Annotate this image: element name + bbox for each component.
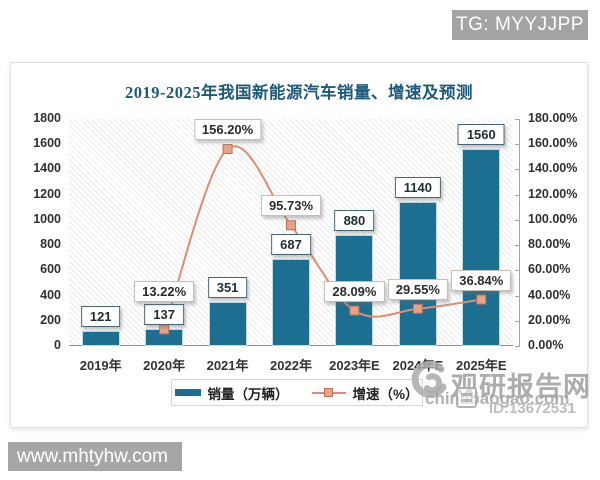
growth-line xyxy=(163,145,482,330)
y-axis-left-tick: 600 xyxy=(40,262,61,277)
tg-contact-badge: TG: MYYJJPP xyxy=(452,10,588,40)
sales-bar xyxy=(81,330,120,346)
y-axis-left-tick: 1200 xyxy=(33,186,61,201)
y-axis-right-tick: 160.00% xyxy=(528,136,578,151)
growth-value-label: 13.22% xyxy=(134,280,195,302)
growth-marker xyxy=(476,294,487,305)
sales-bar xyxy=(272,259,310,346)
x-axis-label: 2022年 xyxy=(270,358,312,373)
plot-area: 0 200 400 600 800 1000 1200 1400 1600 1800 0.00% 20… xyxy=(33,111,577,373)
y-axis-right-tick: 80.00% xyxy=(528,237,571,252)
sales-bar xyxy=(462,149,501,346)
x-axis-label: 2020年 xyxy=(143,358,186,373)
y-axis-left-tick: 800 xyxy=(40,237,61,252)
legend-label-growth: 增速（%） xyxy=(352,386,419,402)
y-axis-right-tick: 100.00% xyxy=(528,211,578,226)
y-axis-left-tick: 0 xyxy=(54,338,61,352)
y-axis-left-tick: 400 xyxy=(40,287,61,302)
legend-item-sales: 销量（万辆） xyxy=(175,383,288,403)
right-axis-tick xyxy=(515,270,520,272)
right-axis-tick xyxy=(515,144,520,146)
right-axis-tick xyxy=(515,245,520,247)
y-axis-left-tick: 1400 xyxy=(33,161,61,176)
right-axis-tick xyxy=(515,119,520,120)
right-axis-tick xyxy=(515,194,520,196)
y-axis-right-tick: 140.00% xyxy=(528,161,578,176)
y-axis-left-tick: 1600 xyxy=(33,136,61,151)
growth-marker xyxy=(159,324,170,335)
bar-value-label: 121 xyxy=(80,305,121,327)
y-axis-left-tick: 1800 xyxy=(33,111,61,125)
right-axis-line xyxy=(519,119,520,346)
growth-marker xyxy=(349,305,360,316)
y-axis-right-tick: 20.00% xyxy=(528,312,571,327)
y-axis-left-tick: 1000 xyxy=(33,211,61,226)
site-url-badge: www.mhtyhw.com xyxy=(8,442,182,471)
growth-value-label: 156.20% xyxy=(193,119,262,140)
bar-value-label: 137 xyxy=(144,303,184,325)
bar-value-label: 1560 xyxy=(457,124,505,146)
sales-bar xyxy=(398,202,437,346)
x-axis-label: 2024年E xyxy=(392,358,444,373)
chart-legend: 销量（万辆） 增速（%） xyxy=(171,379,423,406)
y-axis-right-tick: 0.00% xyxy=(528,338,564,352)
bar-value-label: 880 xyxy=(334,210,375,232)
growth-value-label: 95.73% xyxy=(260,195,322,217)
bar-series-swatch xyxy=(175,389,202,396)
sales-bar xyxy=(208,301,247,346)
growth-line-plot xyxy=(159,144,487,335)
right-axis-tick xyxy=(515,346,520,347)
chart-panel: 2019-2025年我国新能源汽车销量、增速及预测 0 200 400 600 800 1… xyxy=(10,62,590,428)
bar-value-label: 687 xyxy=(271,234,311,256)
bar-value-label: 1140 xyxy=(394,177,441,199)
y-axis-right-tick: 40.00% xyxy=(528,287,571,302)
right-axis-tick xyxy=(515,295,520,297)
watermark-id: ID:13672531 xyxy=(489,400,576,417)
watermark-domain: chinabaogao.com xyxy=(425,389,570,408)
x-axis-label: 2023年E xyxy=(329,358,380,373)
right-axis-tick xyxy=(515,219,520,221)
growth-value-label: 36.84% xyxy=(451,269,512,291)
right-axis-tick xyxy=(515,320,520,322)
y-axis-right-tick: 60.00% xyxy=(528,262,571,277)
line-series-swatch xyxy=(312,388,347,397)
legend-item-growth: 增速（%） xyxy=(312,383,419,403)
x-axis-label: 2021年 xyxy=(206,358,249,373)
x-axis-label: 2019年 xyxy=(79,358,122,373)
growth-marker xyxy=(412,303,423,314)
y-axis-left-tick: 200 xyxy=(40,312,61,327)
growth-marker xyxy=(222,144,233,155)
growth-value-label: 29.55% xyxy=(387,278,448,300)
right-axis-tick xyxy=(515,169,520,171)
growth-value-label: 28.09% xyxy=(324,280,385,302)
y-axis-right-tick: 180.00% xyxy=(528,111,578,125)
y-axis-right-tick: 120.00% xyxy=(528,186,578,201)
legend-label-sales: 销量（万辆） xyxy=(207,386,289,402)
growth-marker xyxy=(286,220,296,231)
watermark-seal-icon xyxy=(456,387,477,408)
x-axis-label: 2025年E xyxy=(455,358,507,373)
chart-title: 2019-2025年我国新能源汽车销量、增速及预测 xyxy=(125,83,473,102)
bar-value-label: 351 xyxy=(207,276,248,298)
